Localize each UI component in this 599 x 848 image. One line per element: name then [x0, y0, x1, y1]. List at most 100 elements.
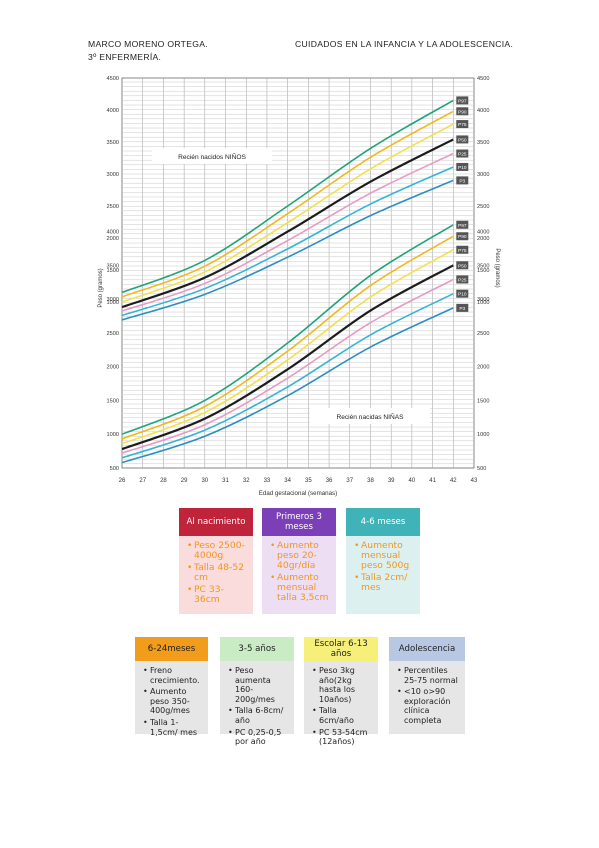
x-tick-label: 41 [429, 478, 436, 484]
series-line-p3 [121, 307, 454, 464]
x-tick-label: 39 [388, 478, 395, 484]
x-tick-label: 34 [284, 478, 291, 484]
x-tick-label: 27 [139, 478, 146, 484]
series-tag-bg [456, 275, 469, 284]
y-tick-label-left: 3000 [107, 172, 119, 178]
series-line-p50 [121, 264, 454, 451]
series-tag-bg [456, 135, 469, 144]
series-tag-bg [456, 120, 469, 129]
series-tag-bg [456, 232, 469, 241]
y-tick-label-left: 1500 [107, 398, 119, 404]
y-tick-label-left: 4000 [107, 108, 119, 114]
stage-card-title: Escolar 6-13 años [304, 637, 378, 661]
list-item: Peso 3kg año(2kg hasta los 10años) [312, 666, 372, 704]
list-item: Talla 6cm/año [312, 706, 372, 725]
y-tick-label-left: 2500 [107, 204, 119, 210]
milestone-card: Al nacimiento Peso 2500-4000gTalla 48-52 … [179, 508, 253, 614]
course-label: 3º ENFERMERÍA. [88, 52, 162, 62]
milestone-card: Primeros 3 meses Aumento peso 20-40gr/día… [262, 508, 336, 614]
list-item: Percentiles 25-75 normal [397, 666, 459, 685]
series-line-p90 [121, 110, 454, 298]
y-tick-label-left: 4000 [107, 230, 119, 236]
series-label-p75: P75 [458, 248, 467, 254]
series-label-p90: P90 [458, 109, 467, 115]
series-label-p3: P3 [459, 306, 465, 312]
milestone-card-list: Aumento mensual peso 500gTalla 2cm/ mes [354, 541, 414, 593]
y-tick-label-right: 1500 [477, 398, 489, 404]
series-tag-bg [456, 149, 469, 158]
y-tick-label-right: 1500 [477, 268, 489, 274]
y-axis-label-left: Peso (gramos) [98, 268, 104, 307]
series-line-p50 [121, 138, 454, 309]
stage-card-list: Percentiles 25-75 normal <10 o>90 explora… [397, 666, 459, 726]
series-tag-bg [456, 176, 469, 185]
series-label-p50: P50 [458, 263, 467, 269]
series-label-p97: P97 [458, 223, 467, 229]
list-item: PC 33-36cm [187, 585, 247, 605]
series-label-p10: P10 [458, 292, 467, 298]
x-tick-label: 30 [201, 478, 208, 484]
y-tick-label-left: 500 [110, 466, 119, 472]
y-tick-label-right: 4000 [477, 108, 489, 114]
stage-card-list: Peso aumenta 160-200g/mes Talla 6-8cm/ añ… [228, 666, 288, 747]
author-name: MARCO MORENO ORTEGA. [88, 39, 208, 49]
x-tick-label: 38 [367, 478, 374, 484]
x-tick-label: 43 [471, 478, 478, 484]
list-item: PC 53-54cm (12años) [312, 728, 372, 747]
y-tick-label-left: 2500 [107, 331, 119, 337]
x-axis-label: Edad gestacional (semanas) [259, 490, 337, 497]
y-tick-label-right: 3000 [477, 172, 489, 178]
y-tick-label-left: 2000 [107, 365, 119, 371]
series-tag-bg [456, 96, 469, 105]
y-tick-label-right: 1000 [477, 300, 489, 306]
y-tick-label-right: 4500 [477, 76, 489, 82]
list-item: PC 0,25-0,5 por año [228, 728, 288, 747]
x-tick-label: 28 [160, 478, 167, 484]
milestone-card-list: Peso 2500-4000gTalla 48-52 cmPC 33-36cm [187, 541, 247, 605]
series-tag-bg [456, 261, 469, 270]
stage-card: 3-5 años Peso aumenta 160-200g/mes Talla 6… [220, 637, 294, 746]
y-tick-label-left: 1000 [107, 432, 119, 438]
list-item: Peso aumenta 160-200g/mes [228, 666, 288, 704]
x-tick-label: 40 [409, 478, 416, 484]
series-label-p25: P25 [458, 152, 467, 158]
series-tag-bg [456, 220, 469, 229]
milestone-card-title: Primeros 3 meses [262, 508, 336, 536]
list-item: Aumento mensual talla 3,5cm [270, 573, 330, 603]
milestone-card-title: 4-6 meses [346, 508, 420, 536]
stage-card: Escolar 6-13 años Peso 3kg año(2kg hasta … [304, 637, 378, 746]
y-tick-label-right: 500 [477, 466, 486, 472]
series-tag-bg [456, 303, 469, 312]
milestone-card-list: Aumento peso 20-40gr/díaAumento mensual … [270, 541, 330, 603]
list-item: Freno crecimiento. [143, 666, 202, 685]
y-tick-label-right: 2000 [477, 365, 489, 371]
series-tag-bg [456, 107, 469, 116]
list-item: Talla 48-52 cm [187, 563, 247, 583]
stage-card: Adolescencia Percentiles 25-75 normal <10 … [389, 637, 465, 734]
x-tick-label: 37 [346, 478, 353, 484]
x-tick-label: 26 [119, 478, 126, 484]
series-label-p25: P25 [458, 277, 467, 283]
stage-card-list: Freno crecimiento. Aumento peso 350-400g/… [143, 666, 202, 737]
series-line-p75 [121, 123, 454, 303]
series-label-p3: P3 [459, 178, 465, 184]
document-title: CUIDADOS EN LA INFANCIA Y LA ADOLESCENCI… [295, 39, 514, 49]
list-item: Talla 1-1,5cm/ mes [143, 718, 202, 737]
x-tick-label: 29 [181, 478, 188, 484]
series-tag-bg [456, 162, 469, 171]
series-label-p97: P97 [458, 98, 467, 104]
panel-label-bg [152, 148, 272, 164]
list-item: Aumento peso 350-400g/mes [143, 687, 202, 716]
series-label-p75: P75 [458, 122, 467, 128]
panel-label: Recién nacidos NIÑOS [178, 152, 246, 161]
list-item: Talla 6-8cm/ año [228, 706, 288, 725]
panel-label: Recién nacidas NIÑAS [336, 412, 404, 421]
series-line-p97 [121, 224, 454, 435]
x-tick-label: 35 [305, 478, 312, 484]
series-line-p3 [121, 179, 454, 321]
series-line-p97 [121, 99, 454, 294]
series-line-p90 [121, 235, 454, 440]
y-tick-label-right: 2500 [477, 331, 489, 337]
list-item: <10 o>90 exploración clínica completa [397, 687, 459, 725]
panel-label-bg [310, 408, 430, 424]
